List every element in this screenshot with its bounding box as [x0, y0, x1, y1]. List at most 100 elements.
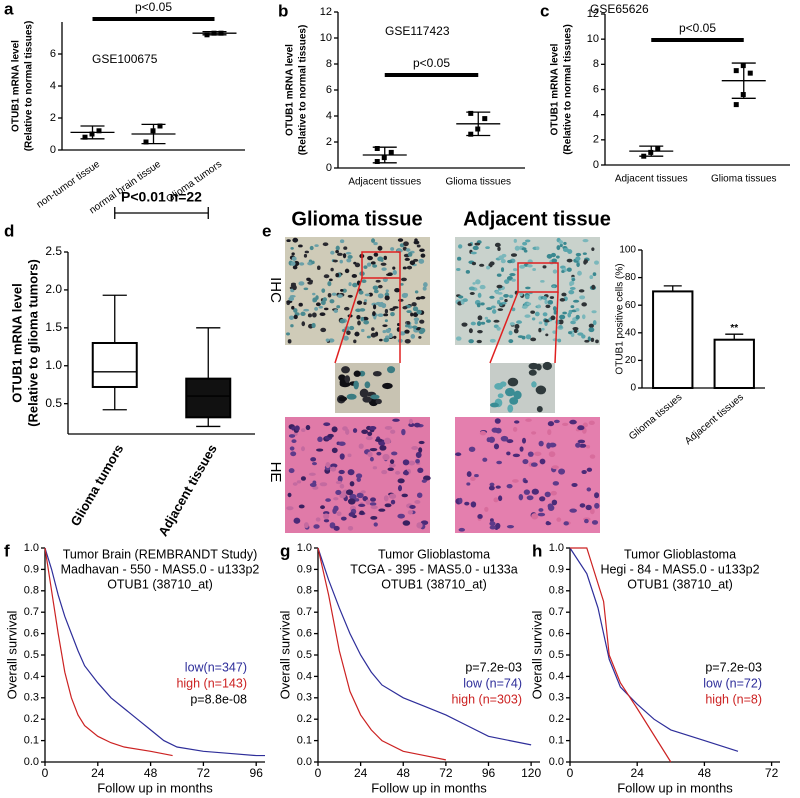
cell [303, 253, 308, 258]
cell [531, 488, 539, 495]
cell [476, 339, 482, 344]
cell [327, 433, 334, 438]
cell [577, 439, 586, 444]
y-tick-label: 2 [593, 134, 599, 146]
y-axis-label: OTUB1 mRNA level [11, 40, 22, 132]
cell [335, 480, 342, 485]
cell [548, 442, 557, 448]
cell [591, 284, 596, 290]
data-point [468, 131, 474, 137]
cell [397, 485, 403, 491]
cell [562, 311, 567, 315]
cell [343, 335, 349, 341]
cell [362, 396, 372, 403]
y-axis-label: (Relative to normal tissues) [298, 25, 309, 156]
x-tick-label: 24 [354, 766, 368, 780]
cell [513, 390, 522, 400]
cell [369, 426, 377, 431]
cell [582, 252, 587, 255]
significance-label: p<0.05 [413, 56, 450, 70]
cell [550, 315, 556, 321]
dataset-label: GSE65626 [590, 2, 649, 16]
column-title: Glioma tissue [291, 208, 422, 230]
cell [378, 284, 383, 289]
cell [379, 445, 387, 451]
cell [569, 508, 577, 513]
cell [367, 431, 373, 436]
cell [480, 321, 486, 325]
cell [588, 327, 595, 333]
cell [489, 295, 495, 299]
cell [518, 493, 524, 501]
cell [354, 262, 361, 268]
cell [537, 512, 546, 517]
x-tick-label: 120 [521, 766, 541, 780]
cell [290, 261, 296, 266]
cell [404, 329, 410, 334]
cell [541, 327, 545, 331]
cell [575, 314, 580, 320]
cell [352, 428, 358, 433]
cell [390, 311, 395, 317]
cell [497, 393, 504, 399]
y-tick-label: 0.1 [549, 735, 564, 747]
cell [575, 442, 581, 448]
cell [345, 251, 352, 255]
cell [419, 319, 425, 324]
cell [389, 459, 395, 465]
cell [511, 307, 516, 312]
cell [377, 313, 384, 317]
cell [332, 507, 337, 515]
cell [323, 519, 330, 523]
cell [504, 299, 508, 303]
y-tick-label: 0.5 [549, 649, 564, 661]
cell [360, 490, 366, 494]
cell [411, 446, 419, 450]
cell [392, 269, 397, 275]
cell [410, 312, 414, 317]
cell [329, 299, 335, 304]
panel-letter: h [532, 541, 542, 560]
cell [387, 366, 396, 374]
cell [288, 468, 295, 474]
x-tick-label: 24 [631, 766, 645, 780]
cell [495, 427, 502, 434]
y-tick-label: 0.3 [297, 692, 312, 704]
cell [375, 398, 382, 405]
cell [418, 335, 422, 339]
x-tick-label: 72 [765, 766, 779, 780]
cell [490, 402, 499, 408]
y-tick-label: 40 [625, 327, 637, 338]
bar [652, 290, 694, 389]
cell [292, 265, 298, 270]
cell [320, 327, 327, 333]
cell [358, 443, 364, 449]
cell [372, 311, 376, 317]
cell [509, 273, 516, 277]
cell [500, 435, 509, 442]
cell [561, 292, 567, 297]
cell [581, 302, 587, 307]
zoom-line [554, 291, 559, 364]
cell [384, 425, 393, 430]
x-tick-label: 96 [250, 766, 264, 780]
cell [507, 404, 514, 413]
cell [372, 371, 382, 377]
zoom-line [334, 277, 363, 364]
cell [364, 381, 371, 389]
cell [507, 259, 513, 264]
cell [312, 292, 316, 296]
cell [286, 239, 291, 243]
y-tick-label: 0.1 [24, 735, 39, 747]
cell [498, 495, 503, 502]
y-tick-label: 0.0 [549, 756, 564, 768]
cell [346, 330, 351, 335]
cell [299, 262, 305, 266]
panel-letter: b [278, 1, 288, 20]
cell [389, 307, 396, 311]
cell [571, 278, 576, 282]
cell [339, 378, 346, 387]
cell [548, 451, 556, 458]
cell [469, 292, 475, 295]
cell [489, 338, 496, 343]
